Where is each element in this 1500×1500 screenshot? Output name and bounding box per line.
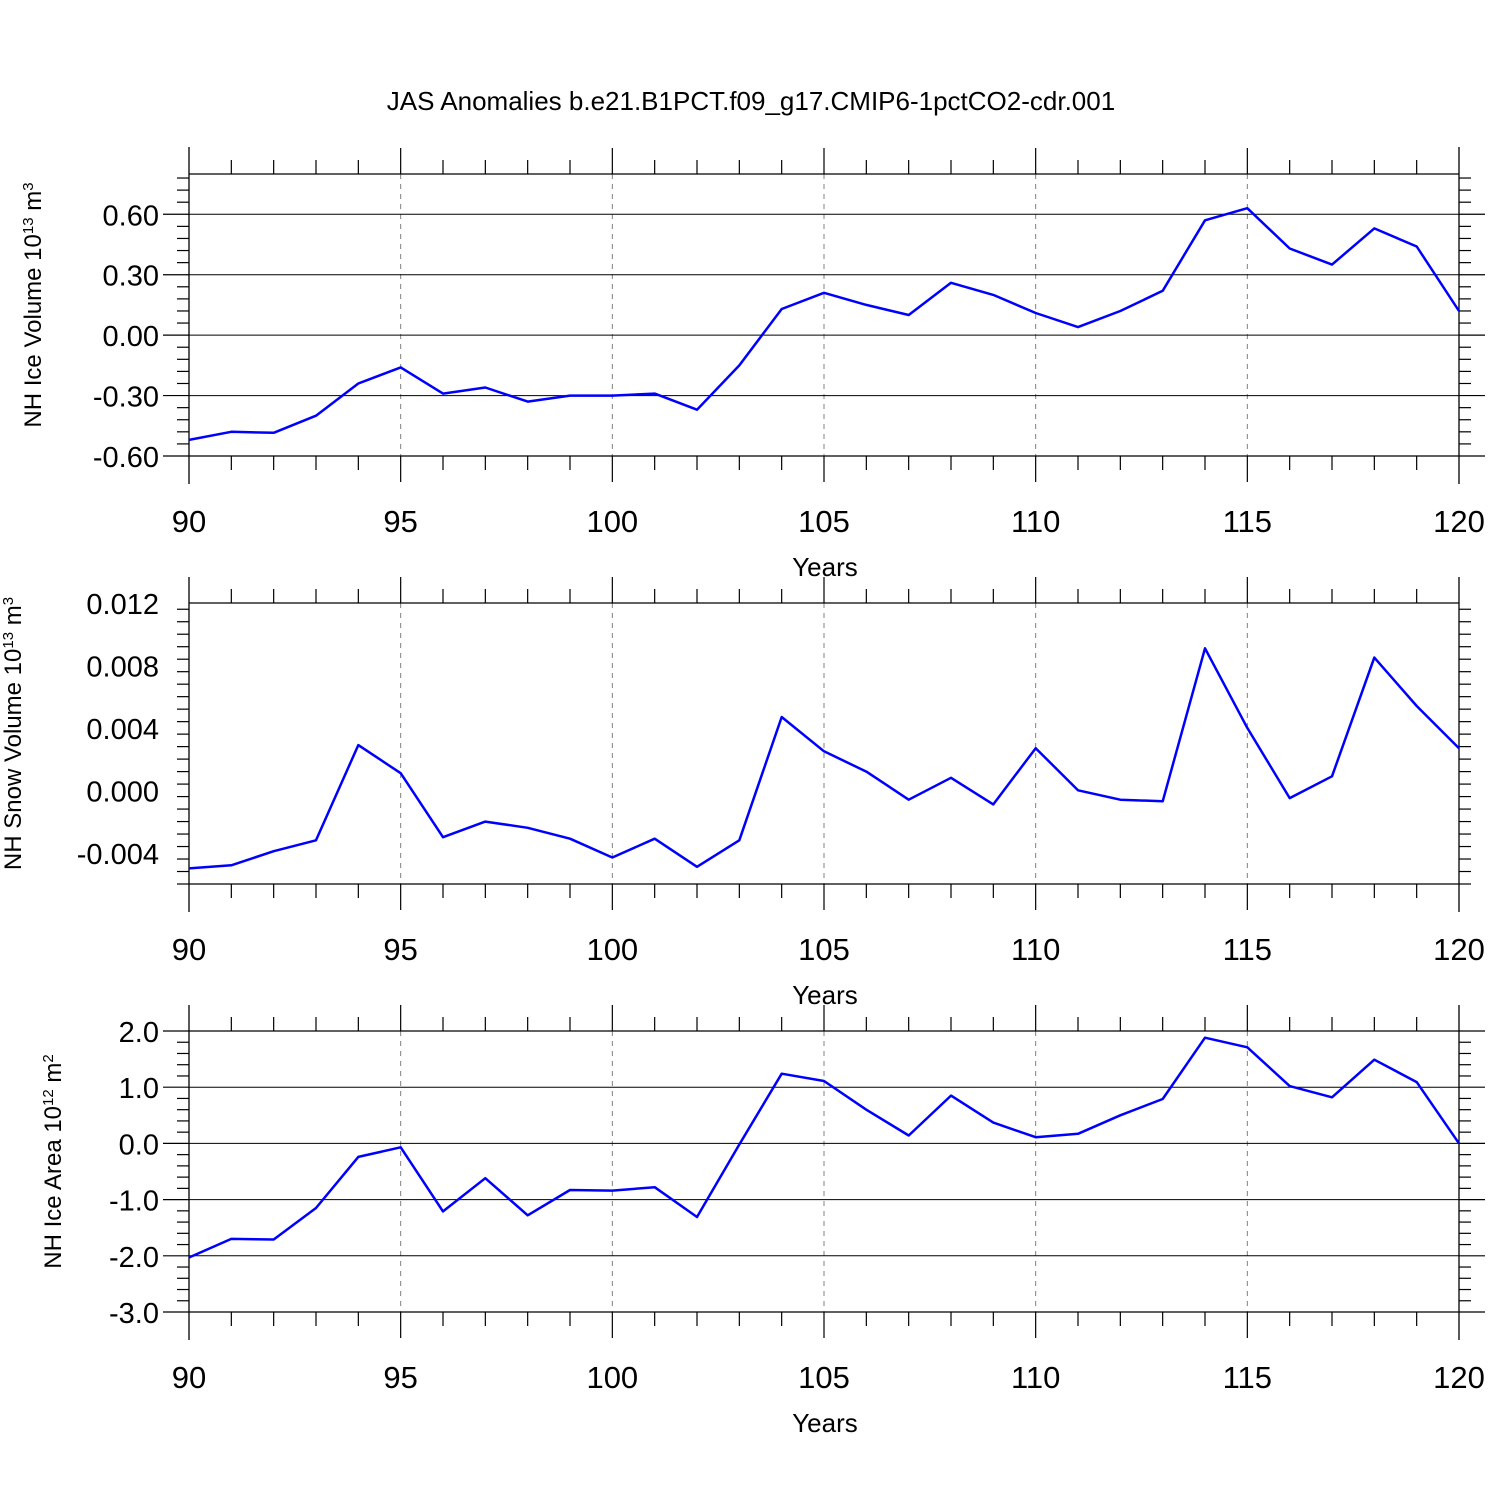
y-tick-label: -3.0 (109, 1298, 159, 1330)
panel-ice-area: 90 95 100 105 110 115 120 Years -3.0 -2.0 -1.0 0.0 1… (40, 1005, 1485, 1438)
y-tick-label: 1.0 (119, 1073, 159, 1105)
y-tick-label: -1.0 (109, 1186, 159, 1218)
x-tick-label: 105 (798, 932, 850, 967)
x-axis-title: Years (792, 552, 858, 582)
y-tick-label: 0.00 (103, 321, 159, 353)
x-tick-label: 90 (172, 504, 206, 539)
x-tick-label: 100 (586, 504, 638, 539)
x-axis-title: Years (792, 980, 858, 1010)
x-tick-label: 105 (798, 504, 850, 539)
x-tick-label: 90 (172, 1360, 206, 1395)
x-tick-label: 110 (1011, 1360, 1060, 1395)
x-tick-label: 120 (1433, 932, 1485, 967)
x-tick-label: 120 (1433, 504, 1485, 539)
y-tick-label: 0.60 (103, 200, 159, 232)
x-tick-label: 100 (586, 1360, 638, 1395)
x-tick-label: 120 (1433, 1360, 1485, 1395)
x-tick-label: 115 (1223, 932, 1272, 967)
x-tick-label: 95 (383, 504, 417, 539)
y-tick-label: -0.004 (77, 839, 159, 871)
x-tick-label: 115 (1223, 1360, 1272, 1395)
y-tick-label: 0.000 (86, 776, 159, 808)
x-axis-title: Years (792, 1408, 858, 1438)
panel-snow-volume: 90 95 100 105 110 115 120 Years -0.004 0.000 0.004… (0, 577, 1485, 1010)
chart-title: JAS Anomalies b.e21.B1PCT.f09_g17.CMIP6-… (387, 86, 1115, 116)
y-tick-label: 0.008 (86, 651, 159, 683)
y-tick-label: 0.30 (103, 261, 159, 293)
y-axis-title: NH Snow Volume 1013 m3 (0, 597, 27, 870)
y-axis-title: NH Ice Area 1012 m2 (40, 1054, 68, 1268)
x-tick-label: 110 (1011, 932, 1060, 967)
x-tick-label: 95 (383, 1360, 417, 1395)
x-tick-label: 115 (1223, 504, 1272, 539)
x-tick-label: 95 (383, 932, 417, 967)
y-tick-label: 0.004 (86, 714, 159, 746)
y-tick-label: 2.0 (119, 1017, 159, 1049)
x-tick-label: 100 (586, 932, 638, 967)
y-tick-label: -2.0 (109, 1242, 159, 1274)
y-tick-label: -0.60 (93, 442, 159, 474)
x-tick-label: 105 (798, 1360, 850, 1395)
x-tick-label: 110 (1011, 504, 1060, 539)
panel-ice-volume: 90 95 100 105 110 115 120 Years -0.60 -0.30 0.00 0.… (20, 147, 1485, 582)
y-axis-title: NH Ice Volume 1013 m3 (20, 182, 48, 427)
y-tick-label: 0.012 (86, 589, 159, 621)
x-tick-label: 90 (172, 932, 206, 967)
y-tick-label: -0.30 (93, 382, 159, 414)
y-tick-label: 0.0 (119, 1129, 159, 1161)
